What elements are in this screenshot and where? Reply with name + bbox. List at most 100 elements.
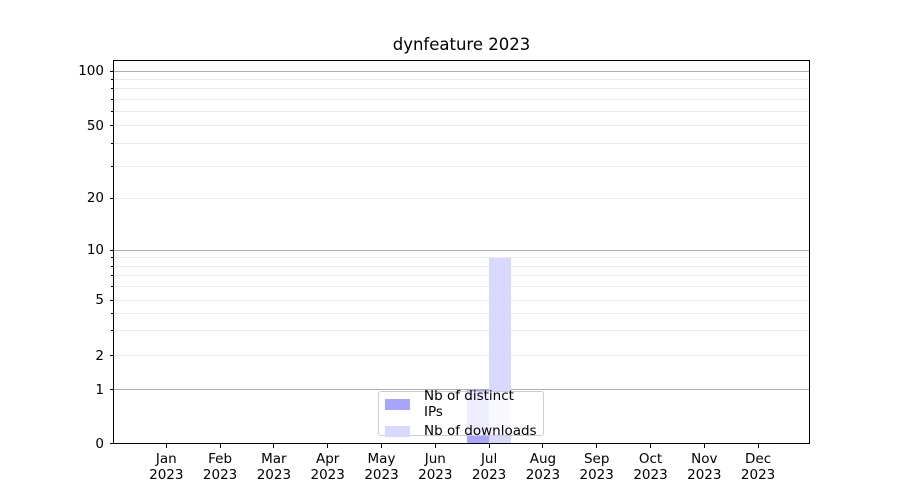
x-label-month: Dec	[745, 451, 772, 467]
x-label-month: Jun	[424, 451, 446, 467]
x-axis-tick	[434, 443, 436, 448]
x-axis-tick-label: Feb 2023	[190, 451, 250, 483]
y-axis-minor-tick	[111, 88, 113, 90]
x-label-month: Mar	[261, 451, 287, 467]
x-axis-tick	[165, 443, 167, 448]
x-axis-tick-label: Mar 2023	[244, 451, 304, 483]
y-axis-tick	[109, 443, 114, 444]
gridline-minor	[114, 299, 809, 301]
y-axis-minor-tick	[111, 265, 113, 267]
gridline-minor	[114, 88, 809, 90]
gridline-major	[114, 389, 809, 390]
legend-swatch-downloads	[385, 425, 410, 437]
gridline-minor	[114, 313, 809, 315]
x-axis-tick	[542, 443, 544, 448]
gridline-major	[114, 249, 809, 251]
x-axis-tick-label: Jun 2023	[405, 451, 465, 483]
x-axis-tick-label: Jan 2023	[136, 451, 196, 483]
gridline-minor	[114, 265, 809, 267]
y-axis-minor-tick	[111, 257, 113, 259]
y-axis-minor-tick	[111, 330, 113, 332]
gridline-minor	[114, 355, 809, 356]
y-axis-tick	[109, 389, 114, 390]
x-label-month: Nov	[691, 451, 718, 467]
y-axis-tick-label: 50	[86, 117, 104, 134]
chart-title: dynfeature 2023	[392, 35, 531, 54]
x-axis-tick	[757, 443, 759, 448]
y-axis-tick-label: 1	[95, 381, 104, 398]
x-label-year: 2023	[418, 466, 453, 483]
x-axis-tick	[596, 443, 598, 448]
y-axis-minor-tick	[111, 142, 113, 144]
x-label-year: 2023	[525, 466, 561, 483]
x-label-year: 2023	[364, 466, 399, 483]
x-axis-tick	[488, 443, 490, 448]
y-axis-minor-tick	[111, 286, 113, 288]
gridline-minor	[114, 142, 809, 144]
x-axis-tick-label: Jul 2023	[459, 451, 519, 483]
x-label-year: 2023	[471, 466, 507, 483]
y-axis-tick-label: 2	[95, 347, 104, 364]
x-label-month: Jan	[155, 451, 177, 467]
x-label-year: 2023	[633, 466, 668, 483]
x-axis-tick	[650, 443, 651, 448]
x-axis-tick-label: Nov 2023	[674, 451, 734, 483]
x-label-year: 2023	[202, 466, 238, 483]
gridline-minor	[114, 197, 809, 199]
gridline-major	[114, 70, 809, 72]
legend-swatch-distinct-ips	[385, 398, 410, 410]
x-axis-tick-label: Dec 2023	[728, 451, 788, 483]
legend-item-distinct-ips: Nb of distinct IPs	[385, 388, 537, 420]
y-axis-tick	[109, 355, 114, 356]
x-label-month: May	[367, 451, 396, 467]
y-axis-tick	[109, 299, 114, 301]
x-label-year: 2023	[310, 466, 345, 483]
gridline-minor	[114, 165, 809, 167]
x-axis-tick	[381, 443, 382, 448]
y-axis-minor-tick	[111, 275, 113, 277]
x-axis-tick-label: May 2023	[352, 451, 412, 483]
x-axis-tick	[219, 443, 221, 448]
x-axis-tick-label: Sep 2023	[567, 451, 627, 483]
x-label-month: Sep	[583, 451, 610, 467]
y-axis-tick-label: 20	[86, 190, 104, 207]
y-axis-tick-label: 10	[86, 242, 104, 258]
x-axis-tick	[703, 443, 705, 448]
x-label-year: 2023	[740, 466, 776, 483]
y-axis-minor-tick	[111, 165, 113, 167]
y-axis-minor-tick	[111, 78, 113, 80]
x-axis-tick-label: Apr 2023	[298, 451, 358, 483]
gridline-minor	[114, 125, 809, 126]
x-label-month: Aug	[529, 451, 557, 467]
y-axis-tick	[109, 249, 114, 251]
x-axis-tick	[327, 443, 329, 448]
y-axis-tick-label: 100	[78, 63, 104, 79]
gridline-minor	[114, 110, 809, 112]
x-label-year: 2023	[687, 466, 722, 483]
x-axis-tick-label: Aug 2023	[513, 451, 573, 483]
gridline-minor	[114, 286, 809, 288]
x-label-year: 2023	[579, 466, 614, 483]
y-axis-tick	[109, 197, 114, 199]
y-axis-minor-tick	[111, 110, 113, 112]
gridline-minor	[114, 78, 809, 80]
x-axis-tick-label: Oct 2023	[621, 451, 681, 483]
legend: Nb of distinct IPs Nb of downloads	[378, 388, 544, 439]
y-axis-tick-label: 0	[95, 435, 104, 452]
x-label-month: Oct	[638, 451, 663, 467]
y-axis-tick-label: 5	[95, 292, 104, 308]
x-label-month: Jul	[480, 451, 498, 467]
legend-label-distinct-ips: Nb of distinct IPs	[424, 388, 514, 420]
x-label-month: Apr	[316, 451, 340, 467]
x-axis-tick	[273, 443, 275, 448]
x-label-year: 2023	[149, 466, 184, 483]
y-axis-minor-tick	[111, 313, 113, 315]
gridline-minor	[114, 330, 809, 332]
x-label-year: 2023	[256, 466, 292, 483]
legend-label-downloads: Nb of downloads	[424, 423, 537, 439]
plot-area	[113, 60, 810, 444]
gridline-minor	[114, 257, 809, 259]
gridline-minor	[114, 275, 809, 277]
y-axis-tick	[109, 70, 114, 72]
